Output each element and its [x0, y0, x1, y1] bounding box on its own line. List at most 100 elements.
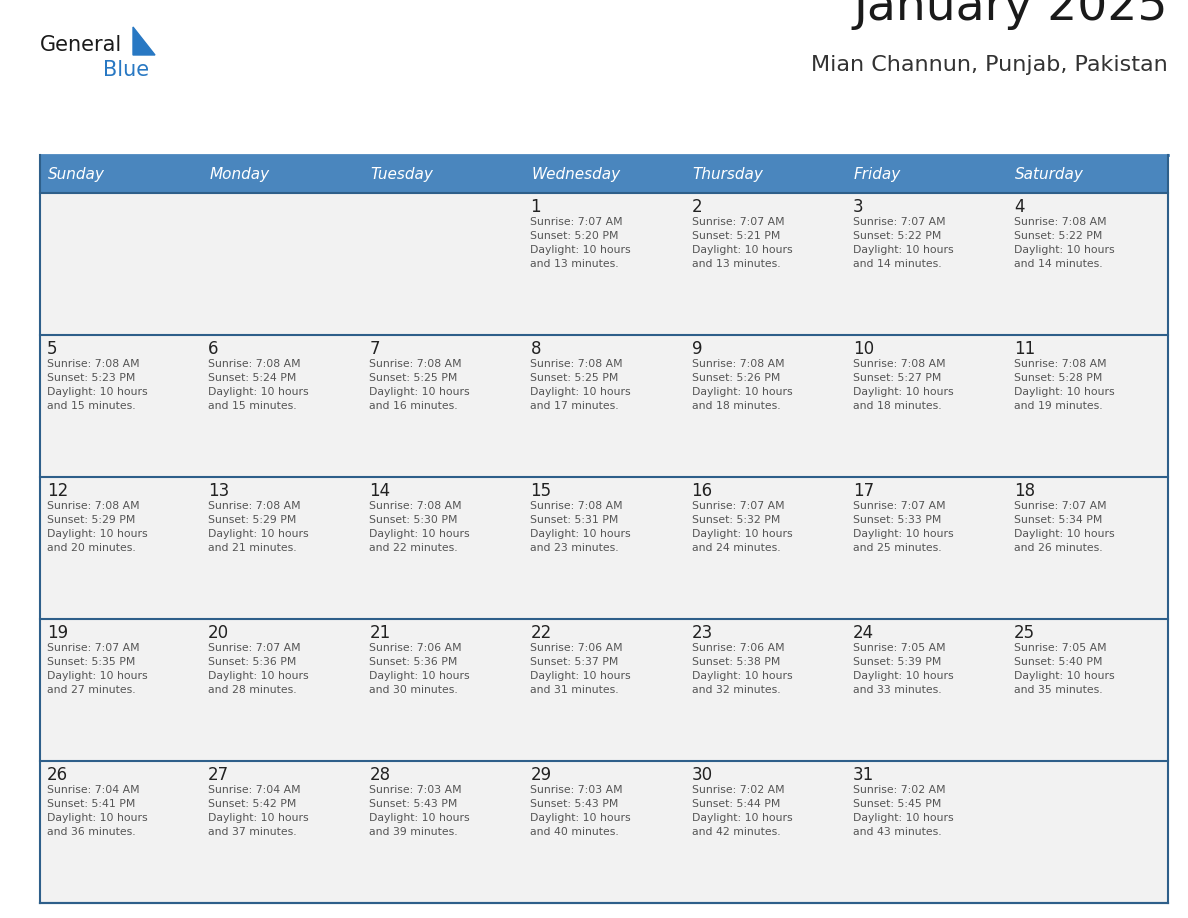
Text: 16: 16: [691, 482, 713, 500]
Text: 7: 7: [369, 340, 380, 358]
Bar: [362, 619, 524, 761]
Text: Sunrise: 7:03 AM
Sunset: 5:43 PM
Daylight: 10 hours
and 39 minutes.: Sunrise: 7:03 AM Sunset: 5:43 PM Dayligh…: [369, 785, 470, 837]
Bar: [201, 761, 362, 903]
Bar: [362, 193, 524, 335]
Text: Sunrise: 7:05 AM
Sunset: 5:40 PM
Daylight: 10 hours
and 35 minutes.: Sunrise: 7:05 AM Sunset: 5:40 PM Dayligh…: [1013, 643, 1114, 695]
Text: Sunrise: 7:08 AM
Sunset: 5:31 PM
Daylight: 10 hours
and 23 minutes.: Sunrise: 7:08 AM Sunset: 5:31 PM Dayligh…: [530, 501, 631, 553]
Text: Sunrise: 7:06 AM
Sunset: 5:37 PM
Daylight: 10 hours
and 31 minutes.: Sunrise: 7:06 AM Sunset: 5:37 PM Dayligh…: [530, 643, 631, 695]
Bar: [201, 193, 362, 335]
Text: Sunrise: 7:05 AM
Sunset: 5:39 PM
Daylight: 10 hours
and 33 minutes.: Sunrise: 7:05 AM Sunset: 5:39 PM Dayligh…: [853, 643, 953, 695]
Text: General: General: [40, 35, 122, 55]
Bar: [362, 477, 524, 619]
Text: Wednesday: Wednesday: [531, 166, 620, 182]
Text: 4: 4: [1013, 198, 1024, 216]
Text: 15: 15: [530, 482, 551, 500]
Text: 24: 24: [853, 624, 874, 642]
Text: Sunrise: 7:04 AM
Sunset: 5:42 PM
Daylight: 10 hours
and 37 minutes.: Sunrise: 7:04 AM Sunset: 5:42 PM Dayligh…: [208, 785, 309, 837]
Bar: [40, 335, 201, 477]
Text: 3: 3: [853, 198, 864, 216]
Bar: [40, 619, 201, 761]
Text: Sunrise: 7:07 AM
Sunset: 5:20 PM
Daylight: 10 hours
and 13 minutes.: Sunrise: 7:07 AM Sunset: 5:20 PM Dayligh…: [530, 217, 631, 269]
Text: 6: 6: [208, 340, 219, 358]
Bar: [1007, 477, 1168, 619]
Bar: [1007, 335, 1168, 477]
Text: 22: 22: [530, 624, 551, 642]
Text: 28: 28: [369, 766, 391, 784]
Text: January 2025: January 2025: [853, 0, 1168, 30]
Polygon shape: [133, 27, 154, 55]
Text: 14: 14: [369, 482, 391, 500]
Bar: [846, 761, 1007, 903]
Text: 30: 30: [691, 766, 713, 784]
Text: Sunrise: 7:08 AM
Sunset: 5:29 PM
Daylight: 10 hours
and 20 minutes.: Sunrise: 7:08 AM Sunset: 5:29 PM Dayligh…: [48, 501, 147, 553]
Bar: [684, 619, 846, 761]
Bar: [40, 193, 201, 335]
Text: Friday: Friday: [854, 166, 901, 182]
Text: Sunrise: 7:02 AM
Sunset: 5:44 PM
Daylight: 10 hours
and 42 minutes.: Sunrise: 7:02 AM Sunset: 5:44 PM Dayligh…: [691, 785, 792, 837]
Text: Sunrise: 7:06 AM
Sunset: 5:38 PM
Daylight: 10 hours
and 32 minutes.: Sunrise: 7:06 AM Sunset: 5:38 PM Dayligh…: [691, 643, 792, 695]
Text: Monday: Monday: [209, 166, 270, 182]
Bar: [362, 335, 524, 477]
Bar: [1007, 193, 1168, 335]
Text: 25: 25: [1013, 624, 1035, 642]
Text: Sunrise: 7:07 AM
Sunset: 5:32 PM
Daylight: 10 hours
and 24 minutes.: Sunrise: 7:07 AM Sunset: 5:32 PM Dayligh…: [691, 501, 792, 553]
Text: 20: 20: [208, 624, 229, 642]
Text: Sunrise: 7:08 AM
Sunset: 5:25 PM
Daylight: 10 hours
and 17 minutes.: Sunrise: 7:08 AM Sunset: 5:25 PM Dayligh…: [530, 359, 631, 411]
Text: 19: 19: [48, 624, 68, 642]
Bar: [846, 193, 1007, 335]
Bar: [846, 477, 1007, 619]
Text: 5: 5: [48, 340, 57, 358]
Text: 26: 26: [48, 766, 68, 784]
Text: 11: 11: [1013, 340, 1035, 358]
Text: Sunrise: 7:08 AM
Sunset: 5:25 PM
Daylight: 10 hours
and 16 minutes.: Sunrise: 7:08 AM Sunset: 5:25 PM Dayligh…: [369, 359, 470, 411]
Bar: [1007, 619, 1168, 761]
Text: Sunrise: 7:03 AM
Sunset: 5:43 PM
Daylight: 10 hours
and 40 minutes.: Sunrise: 7:03 AM Sunset: 5:43 PM Dayligh…: [530, 785, 631, 837]
Text: 23: 23: [691, 624, 713, 642]
Bar: [524, 619, 684, 761]
Text: Sunrise: 7:08 AM
Sunset: 5:23 PM
Daylight: 10 hours
and 15 minutes.: Sunrise: 7:08 AM Sunset: 5:23 PM Dayligh…: [48, 359, 147, 411]
Text: Sunrise: 7:07 AM
Sunset: 5:22 PM
Daylight: 10 hours
and 14 minutes.: Sunrise: 7:07 AM Sunset: 5:22 PM Dayligh…: [853, 217, 953, 269]
Text: 18: 18: [1013, 482, 1035, 500]
Bar: [40, 761, 201, 903]
Bar: [1007, 761, 1168, 903]
Text: Sunrise: 7:07 AM
Sunset: 5:21 PM
Daylight: 10 hours
and 13 minutes.: Sunrise: 7:07 AM Sunset: 5:21 PM Dayligh…: [691, 217, 792, 269]
Bar: [362, 761, 524, 903]
Bar: [684, 193, 846, 335]
Bar: [40, 477, 201, 619]
Text: 21: 21: [369, 624, 391, 642]
Bar: [524, 477, 684, 619]
Bar: [846, 335, 1007, 477]
Text: Saturday: Saturday: [1015, 166, 1083, 182]
Text: Sunrise: 7:08 AM
Sunset: 5:28 PM
Daylight: 10 hours
and 19 minutes.: Sunrise: 7:08 AM Sunset: 5:28 PM Dayligh…: [1013, 359, 1114, 411]
Bar: [684, 761, 846, 903]
Text: Sunday: Sunday: [48, 166, 105, 182]
Text: Blue: Blue: [103, 60, 150, 80]
Text: Sunrise: 7:08 AM
Sunset: 5:24 PM
Daylight: 10 hours
and 15 minutes.: Sunrise: 7:08 AM Sunset: 5:24 PM Dayligh…: [208, 359, 309, 411]
Text: Sunrise: 7:08 AM
Sunset: 5:26 PM
Daylight: 10 hours
and 18 minutes.: Sunrise: 7:08 AM Sunset: 5:26 PM Dayligh…: [691, 359, 792, 411]
Text: 13: 13: [208, 482, 229, 500]
Text: Sunrise: 7:07 AM
Sunset: 5:33 PM
Daylight: 10 hours
and 25 minutes.: Sunrise: 7:07 AM Sunset: 5:33 PM Dayligh…: [853, 501, 953, 553]
Text: 27: 27: [208, 766, 229, 784]
Text: Sunrise: 7:08 AM
Sunset: 5:22 PM
Daylight: 10 hours
and 14 minutes.: Sunrise: 7:08 AM Sunset: 5:22 PM Dayligh…: [1013, 217, 1114, 269]
Bar: [684, 477, 846, 619]
Text: Sunrise: 7:04 AM
Sunset: 5:41 PM
Daylight: 10 hours
and 36 minutes.: Sunrise: 7:04 AM Sunset: 5:41 PM Dayligh…: [48, 785, 147, 837]
Bar: [684, 335, 846, 477]
Text: Mian Channun, Punjab, Pakistan: Mian Channun, Punjab, Pakistan: [811, 55, 1168, 75]
Text: Sunrise: 7:07 AM
Sunset: 5:34 PM
Daylight: 10 hours
and 26 minutes.: Sunrise: 7:07 AM Sunset: 5:34 PM Dayligh…: [1013, 501, 1114, 553]
Text: Sunrise: 7:06 AM
Sunset: 5:36 PM
Daylight: 10 hours
and 30 minutes.: Sunrise: 7:06 AM Sunset: 5:36 PM Dayligh…: [369, 643, 470, 695]
Text: Sunrise: 7:08 AM
Sunset: 5:30 PM
Daylight: 10 hours
and 22 minutes.: Sunrise: 7:08 AM Sunset: 5:30 PM Dayligh…: [369, 501, 470, 553]
Text: 17: 17: [853, 482, 874, 500]
Text: 8: 8: [530, 340, 541, 358]
Text: 10: 10: [853, 340, 874, 358]
Bar: [524, 193, 684, 335]
Bar: [846, 619, 1007, 761]
Bar: [524, 335, 684, 477]
Text: 31: 31: [853, 766, 874, 784]
Text: Sunrise: 7:08 AM
Sunset: 5:29 PM
Daylight: 10 hours
and 21 minutes.: Sunrise: 7:08 AM Sunset: 5:29 PM Dayligh…: [208, 501, 309, 553]
Text: Sunrise: 7:02 AM
Sunset: 5:45 PM
Daylight: 10 hours
and 43 minutes.: Sunrise: 7:02 AM Sunset: 5:45 PM Dayligh…: [853, 785, 953, 837]
Text: Thursday: Thursday: [693, 166, 764, 182]
Text: Tuesday: Tuesday: [371, 166, 434, 182]
Bar: [524, 761, 684, 903]
Text: Sunrise: 7:07 AM
Sunset: 5:36 PM
Daylight: 10 hours
and 28 minutes.: Sunrise: 7:07 AM Sunset: 5:36 PM Dayligh…: [208, 643, 309, 695]
Bar: [201, 335, 362, 477]
